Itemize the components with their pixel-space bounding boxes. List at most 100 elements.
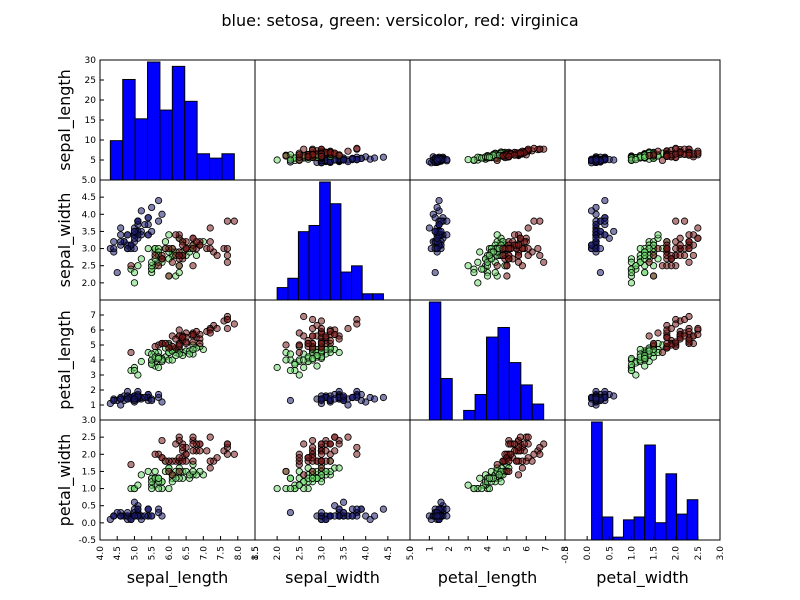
point-virginica-sepal_length-vs-sepal_width-46 [175,262,183,270]
point-versicolor-petal_length-vs-sepal_width-35 [493,231,501,239]
point-virginica-sepal_width-vs-petal_width-32 [308,443,317,452]
point-virginica-petal_width-vs-petal_length-47 [672,338,680,346]
point-virginica-sepal_width-vs-petal_width-48 [335,440,343,448]
point-virginica-petal_length-vs-sepal_width-46 [503,262,511,270]
point-virginica-sepal_width-vs-petal_length-44 [331,330,339,339]
point-versicolor-petal_length-vs-sepal_length-48 [464,156,472,164]
hist-bar-petal_width-1 [601,516,614,541]
point-virginica-sepal_width-vs-sepal_length-48 [335,151,343,159]
chart-title: blue: setosa, green: versicolor, red: vi… [221,11,578,30]
hist-bar-sepal_length-2 [134,118,149,181]
point-virginica-petal_width-vs-petal_length-18 [685,312,693,321]
point-virginica-sepal_width-vs-petal_width-49 [317,457,326,465]
hist-bar-petal_length-7 [508,362,522,421]
point-virginica-sepal_length-vs-sepal_width-34 [168,258,176,266]
point-virginica-sepal_length-vs-petal_width-31 [230,450,238,458]
point-setosa-sepal_width-vs-sepal_length-43 [339,156,348,164]
point-setosa-sepal_width-vs-petal_length-41 [286,396,295,405]
x-tick-label-sepal_width: 3.0 [317,546,327,561]
point-setosa-sepal_width-vs-petal_width-15 [379,505,388,513]
point-virginica-sepal_width-vs-petal_length-9 [344,324,352,333]
x-tick-label-petal_width: 3.0 [716,546,726,561]
point-setosa-petal_width-vs-sepal_width-45 [596,244,605,253]
point-virginica-sepal_width-vs-petal_length-49 [317,339,326,348]
point-versicolor-sepal_length-vs-petal_length-36 [189,345,197,354]
hist-bar-sepal_length-7 [196,153,211,181]
point-setosa-sepal_length-vs-petal_width-49 [130,512,139,520]
x-tick-label-sepal_length: 8.0 [234,546,244,561]
point-setosa-sepal_width-vs-sepal_length-33 [370,154,379,162]
point-virginica-sepal_width-vs-petal_width-29 [317,464,326,472]
point-setosa-sepal_length-vs-sepal_width-24 [123,231,132,239]
point-virginica-petal_width-vs-sepal_length-44 [694,149,702,157]
point-versicolor-sepal_width-vs-petal_length-48 [295,371,303,379]
point-versicolor-sepal_length-vs-petal_width-36 [189,467,197,476]
point-virginica-sepal_length-vs-petal_width-39 [196,447,204,455]
point-versicolor-sepal_width-vs-sepal_length-10 [273,156,281,164]
hist-bar-petal_width-3 [622,519,635,541]
y-tick-label-sepal_length: 15 [85,116,96,126]
point-virginica-petal_width-vs-petal_length-37 [663,333,671,342]
hist-bar-petal_length-5 [486,336,499,421]
point-versicolor-sepal_length-vs-petal_width-31 [148,484,156,493]
point-virginica-sepal_length-vs-sepal_width-21 [151,251,159,260]
point-virginica-petal_width-vs-sepal_width-31 [672,217,680,225]
point-versicolor-petal_length-vs-sepal_width-12 [483,272,492,280]
hist-bar-petal_length-4 [474,393,488,421]
x-tick-label-sepal_length: 4.0 [96,546,106,561]
point-virginica-petal_width-vs-sepal_width-9 [694,224,702,232]
point-virginica-sepal_width-vs-petal_length-30 [308,324,317,333]
point-virginica-petal_width-vs-petal_length-31 [672,320,680,328]
point-virginica-petal_width-vs-sepal_width-42 [667,255,675,263]
point-virginica-petal_length-vs-sepal_width-49 [505,244,513,253]
point-setosa-sepal_length-vs-sepal_width-43 [130,227,139,236]
hist-bar-sepal_width-2 [297,231,310,301]
point-virginica-sepal_width-vs-petal_length-34 [300,332,308,340]
point-setosa-sepal_length-vs-petal_width-43 [130,498,139,506]
point-virginica-petal_length-vs-sepal_width-19 [503,272,511,280]
point-virginica-petal_width-vs-sepal_width-29 [654,244,662,253]
x-tick-label-sepal_length: 6.5 [182,546,192,560]
hist-bar-petal_length-6 [497,327,510,421]
point-virginica-sepal_length-vs-sepal_width-47 [182,244,190,253]
point-virginica-petal_length-vs-sepal_width-42 [505,255,513,263]
x-tick-label-petal_length: 6 [522,546,532,552]
point-setosa-petal_length-vs-sepal_length-49 [433,156,441,164]
point-setosa-sepal_length-vs-petal_length-18 [154,390,163,399]
point-virginica-petal_width-vs-sepal_width-34 [645,258,653,266]
point-virginica-sepal_length-vs-petal_length-29 [206,329,214,337]
x-tick-label-sepal_length: 6.0 [165,546,175,561]
point-virginica-sepal_width-vs-petal_width-34 [300,471,308,479]
point-setosa-sepal_length-vs-sepal_width-6 [117,231,125,239]
y-tick-label-petal_width: 2.0 [82,450,97,460]
point-versicolor-petal_length-vs-sepal_width-14 [476,248,484,256]
point-versicolor-sepal_width-vs-petal_length-31 [291,360,299,369]
point-virginica-sepal_length-vs-sepal_width-17 [223,217,232,225]
point-virginica-petal_width-vs-sepal_width-14 [689,251,698,260]
point-versicolor-sepal_width-vs-petal_length-29 [300,363,308,372]
point-setosa-petal_width-vs-sepal_width-43 [610,227,618,236]
panel-frame-petal_width-petal_width [564,419,721,541]
point-virginica-petal_width-vs-petal_length-33 [649,339,658,348]
y-tick-label-sepal_length: 20 [85,96,97,106]
point-setosa-sepal_width-vs-petal_width-45 [317,508,326,517]
point-virginica-petal_length-vs-petal_width-48 [511,440,519,448]
point-virginica-sepal_length-vs-sepal_width-29 [206,244,214,253]
point-setosa-petal_length-vs-sepal_width-41 [431,268,439,277]
hist-bar-petal_width-0 [591,421,603,541]
point-virginica-petal_width-vs-petal_length-30 [667,324,675,333]
point-virginica-sepal_length-vs-petal_width-47 [182,450,190,458]
point-virginica-sepal_width-vs-petal_width-9 [344,433,352,441]
point-setosa-sepal_length-vs-sepal_width-48 [141,220,149,229]
point-virginica-petal_width-vs-sepal_width-45 [685,244,693,253]
point-virginica-sepal_length-vs-petal_length-6 [127,348,135,357]
y-tick-label-petal_width: 2.5 [82,433,96,443]
y-tick-label-petal_length: 5 [90,341,96,351]
point-versicolor-sepal_width-vs-petal_width-49 [308,474,317,482]
x-tick-label-sepal_length: 5.0 [130,546,140,561]
point-virginica-sepal_width-vs-petal_width-31 [353,450,361,458]
point-versicolor-sepal_width-vs-petal_width-37 [286,474,295,482]
y-tick-label-sepal_width: 5.0 [82,176,97,186]
point-virginica-sepal_length-vs-petal_width-44 [189,433,197,441]
point-virginica-sepal_width-vs-petal_length-40 [322,332,330,340]
